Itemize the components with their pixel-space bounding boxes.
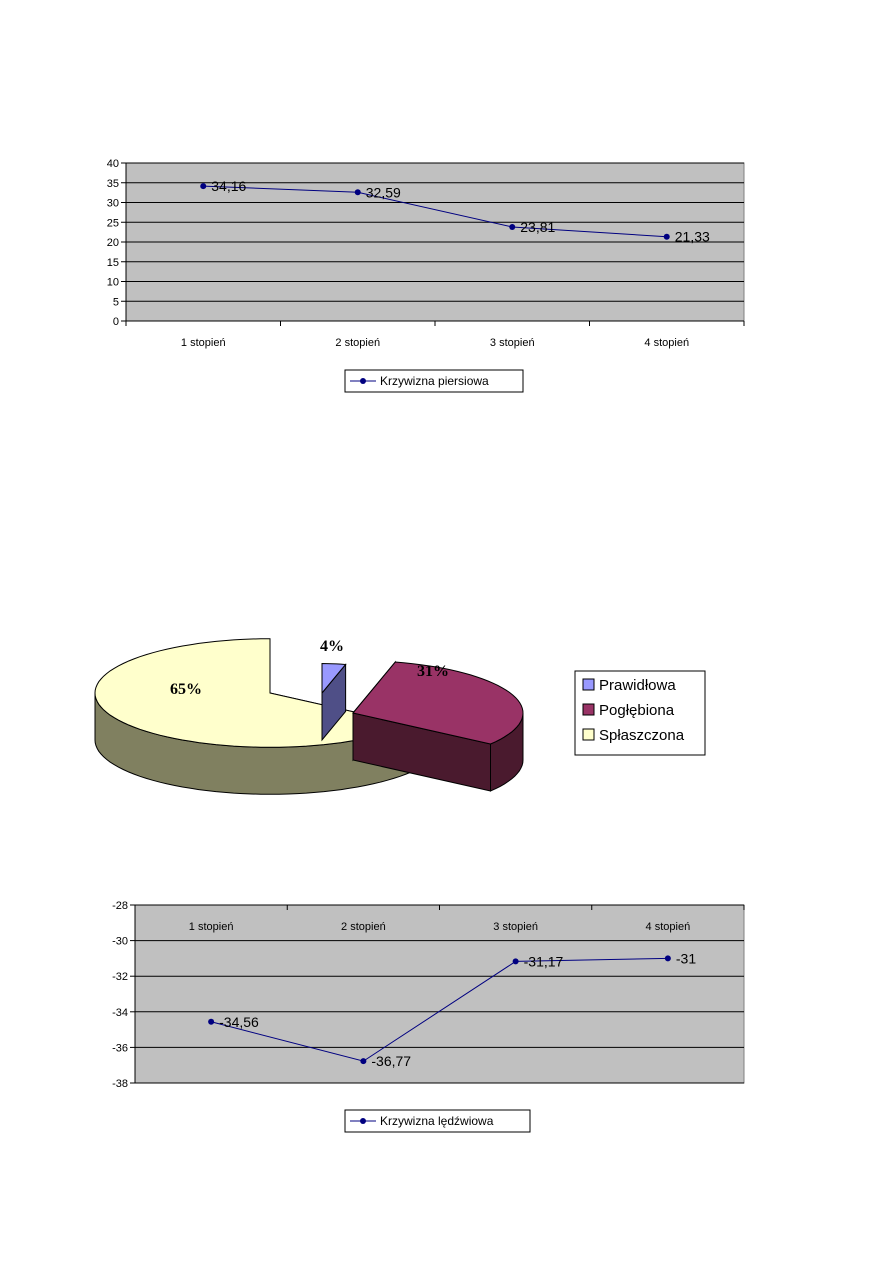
data-label: 32,59 xyxy=(366,184,401,200)
y-tick-label: 25 xyxy=(107,217,119,229)
legend-box xyxy=(344,1109,531,1133)
x-tick-label: 3 stopień xyxy=(490,337,535,349)
data-label: -34,56 xyxy=(219,1014,259,1030)
data-point xyxy=(208,1018,215,1025)
data-label: 21,33 xyxy=(675,229,710,245)
data-label: 34,16 xyxy=(211,178,246,194)
data-point xyxy=(360,1058,367,1065)
y-tick-label: -36 xyxy=(112,1042,128,1054)
pie-slice xyxy=(321,662,347,695)
data-point xyxy=(663,233,670,240)
x-tick-label: 4 stopień xyxy=(644,337,689,349)
x-tick-label: 1 stopień xyxy=(181,337,226,349)
legend-label: Spłaszczona xyxy=(599,727,685,744)
slice-label: 65% xyxy=(170,681,202,698)
data-point xyxy=(354,189,361,196)
y-tick-label: 15 xyxy=(107,257,119,269)
y-tick-label: 10 xyxy=(107,277,119,289)
y-tick-label: 30 xyxy=(107,198,119,210)
legend-label: Krzywizna piersiowa xyxy=(380,374,489,388)
y-tick-label: 35 xyxy=(107,178,119,190)
y-tick-label: -32 xyxy=(112,971,128,983)
x-tick-label: 2 stopień xyxy=(335,337,380,349)
plot-area xyxy=(134,904,745,1084)
y-tick-label: -34 xyxy=(112,1007,128,1019)
legend-label: Krzywizna lędźwiowa xyxy=(380,1114,494,1128)
y-tick-label: 40 xyxy=(107,158,119,170)
y-tick-label: 5 xyxy=(113,296,119,308)
legend-swatch xyxy=(582,703,595,716)
legend-swatch xyxy=(582,728,595,741)
line-chart-1: 0 5 10 15 20 25 30 35 40 1 stopień 2 stopień 3 stop… xyxy=(107,158,745,393)
legend-marker xyxy=(360,378,366,384)
series-line xyxy=(203,185,667,238)
pie-chart: 4% 31% 65% Prawidłowa Pogłębiona Spłaszczona xyxy=(94,638,706,795)
legend-marker xyxy=(360,1118,366,1124)
x-tick-label: 3 stopień xyxy=(493,921,538,933)
data-point xyxy=(200,183,207,190)
data-point xyxy=(509,223,516,230)
data-label: -31,17 xyxy=(524,953,564,969)
y-tick-label: 0 xyxy=(113,316,119,328)
y-tick-label: -30 xyxy=(112,936,128,948)
y-tick-label: 20 xyxy=(107,237,119,249)
pie-legend-box xyxy=(574,670,706,756)
data-point xyxy=(664,955,671,962)
legend-swatch xyxy=(582,678,595,691)
series-line xyxy=(210,957,668,1062)
pie-slice xyxy=(352,661,524,745)
slice-label: 4% xyxy=(320,638,344,655)
data-point xyxy=(512,958,519,965)
data-label: 23,81 xyxy=(520,219,555,235)
legend-label: Pogłębiona xyxy=(599,702,675,719)
data-label: -31 xyxy=(676,950,696,966)
legend-box xyxy=(344,369,524,393)
x-tick-label: 2 stopień xyxy=(341,921,386,933)
line-chart-3: -38 -36 -34 -32 -30 -28 1 stopień 2 stopień 3 st… xyxy=(112,900,745,1133)
y-tick-label: -38 xyxy=(112,1078,128,1090)
legend-label: Prawidłowa xyxy=(599,677,676,694)
slice-label: 31% xyxy=(417,663,449,680)
y-tick-label: -28 xyxy=(112,900,128,912)
data-label: -36,77 xyxy=(371,1053,411,1069)
x-tick-label: 4 stopień xyxy=(646,921,691,933)
x-tick-label: 1 stopień xyxy=(189,921,234,933)
